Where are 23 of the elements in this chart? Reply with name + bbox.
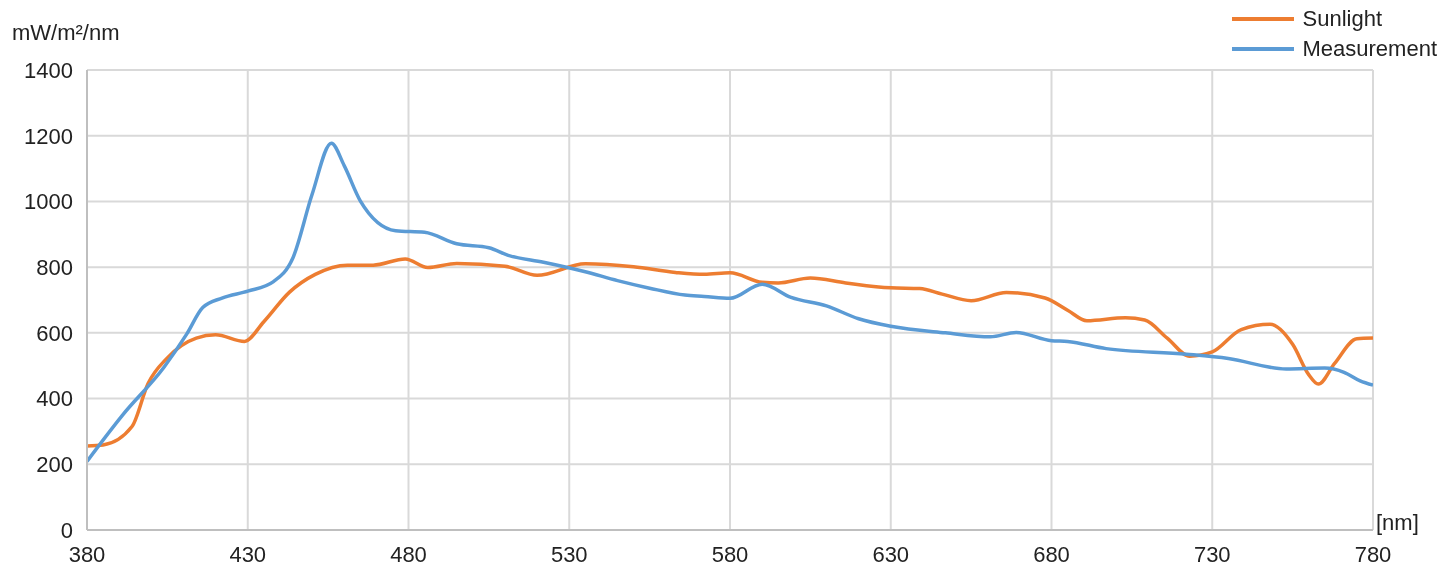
y-tick-label: 800 bbox=[36, 254, 73, 280]
x-tick-label: 730 bbox=[1193, 541, 1231, 567]
x-tick-label: 780 bbox=[1354, 541, 1392, 567]
y-axis-title: mW/m²/nm bbox=[12, 20, 120, 46]
legend-label: Measurement bbox=[1302, 36, 1437, 62]
x-axis-title: [nm] bbox=[1376, 510, 1419, 536]
line-series bbox=[87, 257, 1373, 448]
x-tick-label: 680 bbox=[1033, 541, 1070, 567]
legend-label: Sunlight bbox=[1302, 6, 1382, 32]
x-tick-label: 530 bbox=[550, 541, 588, 567]
x-tick-label: 580 bbox=[711, 541, 749, 567]
y-tick-label: 1000 bbox=[24, 189, 73, 215]
line-series bbox=[87, 141, 1373, 464]
x-tick-label: 430 bbox=[229, 541, 267, 567]
y-tick-label: 400 bbox=[36, 386, 73, 412]
x-tick-label: 480 bbox=[390, 541, 427, 567]
x-tick-label: 630 bbox=[872, 541, 910, 567]
x-tick-label: 380 bbox=[68, 541, 106, 567]
y-tick-label: 1400 bbox=[24, 57, 73, 83]
y-tick-label: 200 bbox=[36, 452, 73, 478]
y-tick-label: 0 bbox=[60, 517, 73, 543]
y-tick-label: 600 bbox=[36, 320, 73, 346]
y-tick-label: 1200 bbox=[24, 123, 73, 149]
